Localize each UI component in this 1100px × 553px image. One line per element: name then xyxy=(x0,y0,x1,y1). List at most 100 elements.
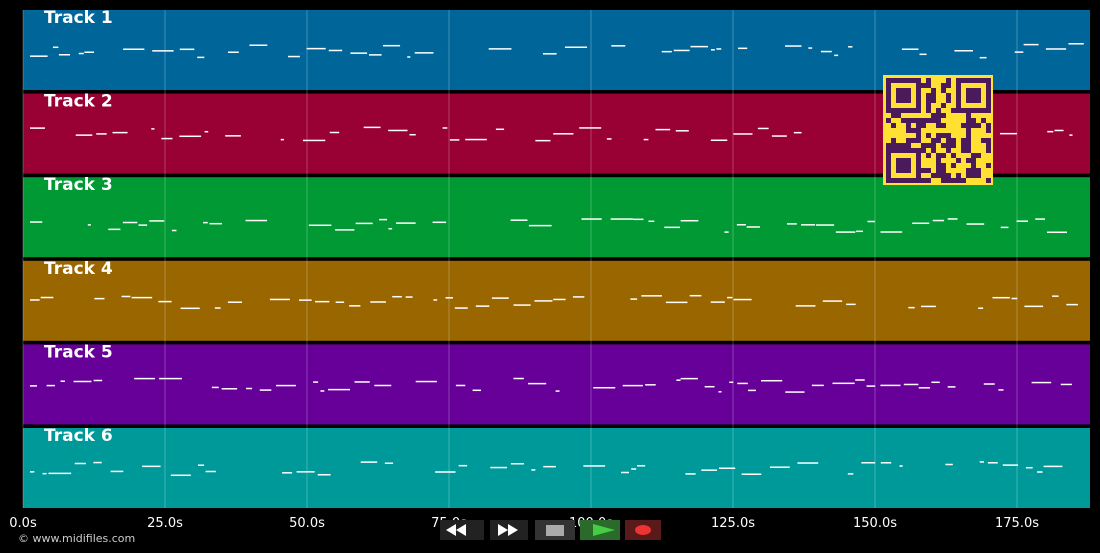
qr-cell xyxy=(941,153,946,158)
qr-cell xyxy=(936,163,941,168)
note xyxy=(880,384,901,387)
note xyxy=(58,54,71,56)
note xyxy=(465,138,487,141)
track-lane xyxy=(23,428,1090,508)
qr-cell xyxy=(921,143,926,148)
note xyxy=(581,218,602,220)
qr-cell xyxy=(946,178,951,183)
note xyxy=(488,48,512,50)
note xyxy=(328,49,343,52)
note xyxy=(1014,51,1024,53)
track-label: Track 5 xyxy=(44,342,113,362)
note xyxy=(737,382,748,385)
note xyxy=(710,301,725,303)
qr-cell xyxy=(916,128,921,133)
note xyxy=(947,218,958,220)
note xyxy=(94,297,105,300)
note xyxy=(455,384,466,387)
rewind-icon xyxy=(446,524,466,536)
note xyxy=(718,391,722,393)
qr-cell xyxy=(986,163,991,168)
note xyxy=(475,305,490,307)
note xyxy=(442,127,448,129)
track-label: Track 4 xyxy=(44,259,113,279)
note xyxy=(553,298,566,301)
qr-cell xyxy=(976,123,981,128)
note xyxy=(834,54,839,57)
stop-icon xyxy=(546,525,564,536)
note xyxy=(637,465,646,467)
qr-cell xyxy=(901,143,906,148)
qr-cell xyxy=(926,83,931,88)
note xyxy=(736,223,746,226)
qr-cell xyxy=(976,153,981,158)
note xyxy=(822,300,843,302)
note xyxy=(593,386,616,389)
note xyxy=(901,48,919,50)
note xyxy=(30,471,35,473)
qr-cell xyxy=(961,178,966,183)
qr-cell xyxy=(926,103,931,108)
qr-cell xyxy=(941,113,946,118)
qr-cell xyxy=(966,138,971,143)
note xyxy=(30,127,45,129)
note xyxy=(673,49,690,52)
qr-cell xyxy=(891,113,896,118)
note xyxy=(315,300,330,303)
note xyxy=(769,466,790,468)
note xyxy=(1068,43,1084,45)
qr-cell xyxy=(951,143,956,148)
qr-cell xyxy=(916,123,921,128)
note xyxy=(631,468,637,470)
note xyxy=(60,380,65,382)
qr-cell xyxy=(896,143,901,148)
note xyxy=(299,299,312,301)
note xyxy=(179,135,202,138)
qr-cell xyxy=(936,138,941,143)
note xyxy=(370,301,386,303)
qr-cell xyxy=(961,123,966,128)
note xyxy=(655,128,671,131)
note xyxy=(880,462,892,464)
note xyxy=(979,461,984,463)
note xyxy=(611,45,626,47)
note xyxy=(808,47,813,49)
note xyxy=(308,224,332,227)
qr-cell xyxy=(916,133,921,138)
qr-cell xyxy=(986,123,991,128)
qr-cell xyxy=(986,143,991,148)
note xyxy=(785,45,802,47)
qr-cell xyxy=(951,178,956,183)
note xyxy=(553,133,574,135)
qr-cell xyxy=(971,173,976,178)
note xyxy=(490,466,508,469)
qr-cell xyxy=(941,163,946,168)
qr-cell xyxy=(926,143,931,148)
qr-cell xyxy=(936,108,941,113)
qr-cell xyxy=(931,148,936,153)
qr-cell xyxy=(931,138,936,143)
note xyxy=(748,389,756,392)
qr-cell xyxy=(946,138,951,143)
qr-cell xyxy=(971,118,976,123)
note xyxy=(287,55,300,58)
note xyxy=(52,46,59,49)
note xyxy=(741,473,762,475)
play-icon xyxy=(593,524,615,536)
note xyxy=(867,220,875,223)
qr-cell xyxy=(946,98,951,103)
note xyxy=(93,379,103,382)
qr-cell xyxy=(941,178,946,183)
note xyxy=(84,51,95,53)
qr-cell xyxy=(926,153,931,158)
qr-cell xyxy=(966,133,971,138)
note xyxy=(161,137,173,140)
note xyxy=(1060,383,1072,386)
note xyxy=(987,462,998,464)
note xyxy=(355,222,373,225)
qr-cell xyxy=(906,143,911,148)
note xyxy=(407,56,411,58)
qr-finder-core xyxy=(966,88,981,103)
note xyxy=(643,138,649,141)
qr-cell xyxy=(966,173,971,178)
